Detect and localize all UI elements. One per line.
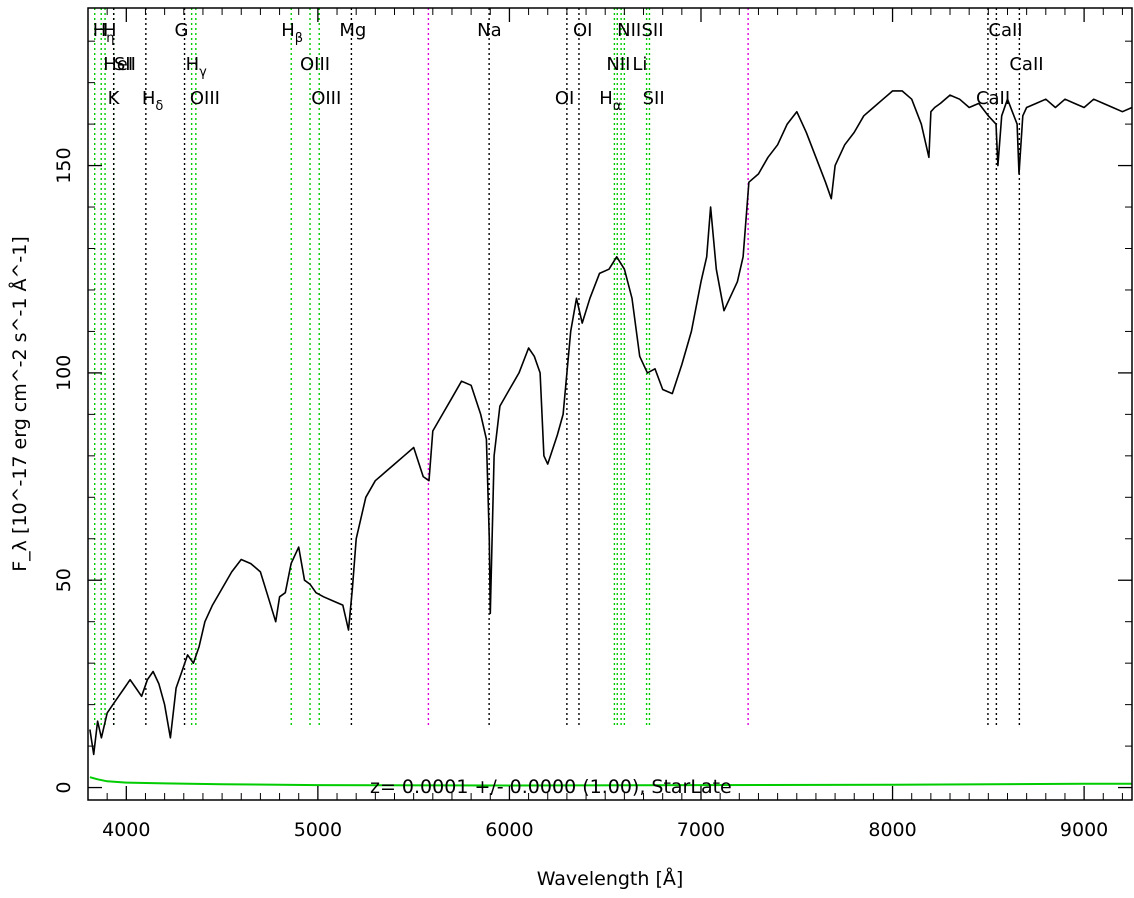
line-label-14: OI: [555, 88, 574, 109]
x-tick-label-5: 9000: [1060, 819, 1108, 841]
redshift-annotation: z= 0.0001 +/- 0.0000 (1.00), StarLate: [370, 776, 732, 798]
x-tick-label-1: 5000: [294, 819, 342, 841]
line-label-6: G: [175, 20, 189, 41]
x-tick-label-2: 6000: [485, 819, 533, 841]
line-label-3: SII: [114, 54, 136, 75]
line-label-20: SII: [643, 88, 665, 109]
line-label-8: OIII: [190, 88, 220, 109]
line-label-15: OI: [573, 20, 592, 41]
line-label-16: NII: [606, 54, 630, 75]
x-tick-label-0: 4000: [102, 819, 150, 841]
line-label-9: Hβ: [281, 20, 303, 46]
spectrum-series: [89, 90, 1133, 756]
line-label-4: K: [108, 88, 121, 109]
line-markers: [94, 8, 1021, 728]
y-tick-label-0: 0: [53, 782, 75, 794]
line-label-0: Hη: [93, 20, 115, 46]
y-tick-label-3: 150: [53, 147, 75, 183]
line-label-1: H: [103, 20, 117, 41]
x-tick-label-3: 7000: [677, 819, 725, 841]
line-label-23: CaII: [988, 20, 1022, 41]
line-label-22: CaII: [976, 88, 1010, 109]
line-label-2: HeI: [103, 54, 133, 75]
axis-ticks: 4000 5000 6000 7000 8000 9000 0 50 100 150: [53, 8, 1132, 841]
line-label-13: Na: [477, 20, 502, 41]
spectrum-line: [89, 90, 1133, 756]
y-tick-label-1: 50: [53, 568, 75, 592]
line-label-11: OIII: [311, 88, 341, 109]
line-label-7: Hγ: [186, 54, 208, 80]
plot-frame: [87, 7, 1133, 801]
error-series: [89, 776, 1132, 787]
line-label-21: SII: [641, 20, 663, 41]
line-label-24: CaII: [1009, 54, 1043, 75]
line-label-17: NII: [617, 20, 641, 41]
y-axis-title: F_λ [10^-17 erg cm^-2 s^-1 Å^-1]: [8, 236, 31, 572]
line-label-10: OIII: [300, 54, 330, 75]
line-label-19: Hα: [599, 88, 621, 114]
error-line: [89, 776, 1132, 787]
line-label-12: Mg: [339, 20, 366, 41]
line-label-18: Li: [632, 54, 647, 75]
x-axis-title: Wavelength [Å]: [537, 867, 684, 890]
x-tick-label-4: 8000: [868, 819, 916, 841]
line-label-5: Hδ: [142, 88, 164, 114]
y-tick-label-2: 100: [53, 355, 75, 391]
